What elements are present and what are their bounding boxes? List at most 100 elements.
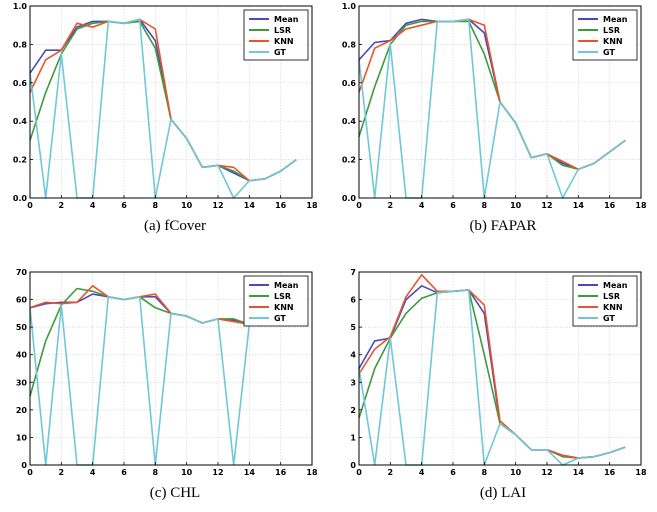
y-tick-label: 0.0 [342, 194, 357, 203]
x-tick-label: 18 [635, 201, 647, 210]
y-tick-label: 30 [16, 378, 28, 387]
x-tick-label: 2 [59, 468, 65, 477]
x-tick-label: 4 [419, 468, 425, 477]
legend-label-lsr: LSR [274, 292, 291, 301]
x-tick-label: 8 [153, 468, 159, 477]
chart-panel-2: 0 2 4 6 8 10 12 14 16 18 0 10 20 30 40 50 60 70 Mean LSR KNN… [16, 268, 318, 501]
x-tick-label: 8 [153, 201, 159, 210]
x-tick-label: 10 [510, 201, 522, 210]
y-tick-label: 0.2 [342, 156, 356, 165]
x-tick-label: 6 [121, 201, 127, 210]
y-tick-label: 0.0 [13, 194, 28, 203]
y-tick-label: 3 [350, 378, 356, 387]
x-tick-label: 2 [388, 468, 394, 477]
y-tick-label: 0.6 [342, 79, 357, 88]
legend: Mean LSR KNN GT [243, 9, 309, 61]
y-tick-label: 0.2 [13, 156, 27, 165]
y-tick-label: 0.4 [342, 117, 357, 126]
y-tick-label: 50 [16, 323, 28, 332]
x-tick-label: 0 [356, 468, 362, 477]
plot-frame [358, 5, 642, 199]
legend-label-knn: KNN [274, 303, 294, 312]
x-tick-label: 12 [212, 468, 223, 477]
chart-panel-1: 0 2 4 6 8 10 12 14 16 18 0.0 0.2 0.4 0.6 0.8 1.0 Mean LSR… [342, 2, 647, 234]
y-tick-label: 70 [16, 268, 28, 277]
x-tick-label: 8 [482, 201, 488, 210]
legend-label-knn: KNN [274, 37, 294, 46]
y-tick-label: 0.8 [13, 40, 28, 49]
legend-label-gt: GT [274, 48, 286, 57]
panel-caption: (b) FAPAR [469, 218, 536, 234]
legend-label-mean: Mean [603, 15, 628, 24]
x-tick-label: 12 [541, 468, 552, 477]
x-tick-label: 12 [212, 201, 223, 210]
series-line-gt [358, 289, 626, 466]
x-tick-label: 12 [541, 201, 552, 210]
legend-label-knn: KNN [603, 37, 623, 46]
x-tick-label: 2 [388, 201, 394, 210]
x-tick-label: 16 [275, 468, 287, 477]
y-tick-label: 1.0 [342, 2, 357, 11]
legend-label-lsr: LSR [274, 26, 291, 35]
y-tick-label: 60 [16, 296, 28, 305]
legend: Mean LSR KNN GT [243, 275, 309, 327]
legend: Mean LSR KNN GT [572, 275, 638, 327]
plot-frame [358, 271, 642, 466]
y-tick-label: 40 [16, 351, 28, 360]
legend-label-mean: Mean [274, 281, 299, 290]
x-tick-label: 14 [573, 201, 585, 210]
chart-panel-0: 0 2 4 6 8 10 12 14 16 18 0.0 0.2 0.4 0.6 0.8 1.0 Mean LSR… [13, 2, 318, 234]
plot-frame [29, 5, 313, 199]
y-tick-label: 2 [350, 406, 356, 415]
x-tick-label: 10 [181, 468, 193, 477]
y-tick-label: 0 [350, 461, 356, 470]
y-tick-label: 5 [350, 323, 356, 332]
x-tick-label: 2 [59, 201, 65, 210]
y-tick-label: 0 [21, 461, 27, 470]
y-tick-label: 10 [16, 433, 28, 442]
x-tick-label: 16 [604, 201, 616, 210]
x-tick-label: 18 [306, 201, 318, 210]
legend-label-mean: Mean [274, 15, 299, 24]
x-tick-label: 0 [27, 201, 33, 210]
x-tick-label: 16 [604, 468, 616, 477]
x-tick-label: 6 [450, 201, 456, 210]
x-tick-label: 8 [482, 468, 488, 477]
y-tick-label: 4 [350, 351, 356, 360]
x-tick-label: 4 [90, 201, 96, 210]
y-tick-label: 7 [350, 268, 356, 277]
legend-label-mean: Mean [603, 281, 628, 290]
legend: Mean LSR KNN GT [572, 9, 638, 61]
y-tick-label: 0.6 [13, 79, 28, 88]
x-tick-label: 18 [306, 468, 318, 477]
y-tick-label: 1 [350, 433, 356, 442]
series-line-gt [358, 18, 626, 199]
panel-caption: (a) fCover [144, 218, 206, 234]
panel-caption: (c) CHL [150, 485, 200, 501]
legend-label-lsr: LSR [603, 26, 620, 35]
x-tick-label: 6 [450, 468, 456, 477]
x-tick-label: 18 [635, 468, 647, 477]
legend-label-gt: GT [603, 48, 615, 57]
legend-label-gt: GT [274, 314, 286, 323]
y-tick-label: 0.4 [13, 117, 28, 126]
x-tick-label: 0 [27, 468, 33, 477]
y-tick-label: 6 [350, 296, 356, 305]
x-tick-label: 14 [244, 468, 256, 477]
y-tick-label: 0.8 [342, 40, 357, 49]
x-tick-label: 0 [356, 201, 362, 210]
x-tick-label: 16 [275, 201, 287, 210]
x-tick-label: 6 [121, 468, 127, 477]
y-tick-label: 1.0 [13, 2, 28, 11]
series-line-gt [29, 18, 297, 199]
x-tick-label: 10 [181, 201, 193, 210]
x-tick-label: 10 [510, 468, 522, 477]
panel-caption: (d) LAI [480, 485, 526, 501]
legend-label-lsr: LSR [603, 292, 620, 301]
x-tick-label: 14 [244, 201, 256, 210]
legend-label-gt: GT [603, 314, 615, 323]
x-tick-label: 14 [573, 468, 585, 477]
plot-frame [29, 271, 313, 466]
